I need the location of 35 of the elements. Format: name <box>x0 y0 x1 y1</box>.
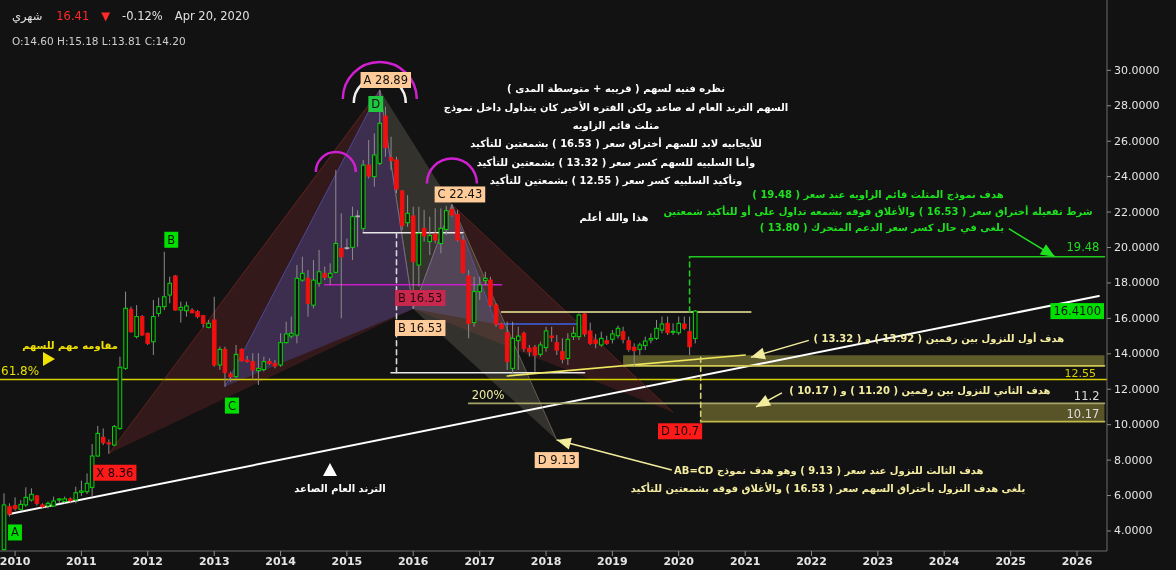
x-tick-label: 2021 <box>729 554 761 568</box>
y-tick-label: 16.0000 <box>1114 311 1160 325</box>
last-price-tag: 16.4100 <box>1050 303 1104 320</box>
x-tick-label: 2010 <box>0 554 31 568</box>
y-tick-label: 14.0000 <box>1114 347 1160 361</box>
title: شهري <box>12 9 43 23</box>
y-tick-label: 18.0000 <box>1114 276 1160 290</box>
y-tick-label: 10.0000 <box>1114 418 1160 432</box>
x-tick-label: 2013 <box>198 554 230 568</box>
y-tick-label: 6.0000 <box>1114 489 1153 503</box>
x-tick-label: 2014 <box>265 554 296 568</box>
y-tick-label: 26.0000 <box>1114 134 1160 148</box>
x-tick-label: 2024 <box>928 554 960 568</box>
x-tick-label: 2016 <box>397 554 429 568</box>
x-tick-label: 2011 <box>66 554 97 568</box>
x-tick-label: 2019 <box>597 554 628 568</box>
x-tick-label: 2015 <box>331 554 363 568</box>
y-tick-label: 24.0000 <box>1114 170 1160 184</box>
x-tick-label: 2012 <box>132 554 164 568</box>
x-tick-label: 2018 <box>530 554 562 568</box>
y-tick-label: 12.0000 <box>1114 382 1160 396</box>
x-tick-label: 2023 <box>862 554 894 568</box>
x-tick-label: 2020 <box>663 554 694 568</box>
y-tick-label: 28.0000 <box>1114 99 1160 113</box>
y-tick-label: 30.0000 <box>1114 63 1160 77</box>
y-tick-label: 22.0000 <box>1114 205 1160 219</box>
x-tick-label: 2022 <box>796 554 827 568</box>
x-tick-label: 2026 <box>1061 554 1093 568</box>
y-tick-label: 8.0000 <box>1114 453 1153 467</box>
ref-line-label: 12.55 <box>1064 367 1096 380</box>
y-tick-label: 20.0000 <box>1114 241 1160 254</box>
x-tick-label: 2017 <box>464 554 496 568</box>
y-tick-label: 4.0000 <box>1114 524 1153 538</box>
subtitle: O:14.60 H:15.18 L:13.81 C:14.20 <box>12 35 186 47</box>
x-tick-label: 2025 <box>995 554 1026 568</box>
